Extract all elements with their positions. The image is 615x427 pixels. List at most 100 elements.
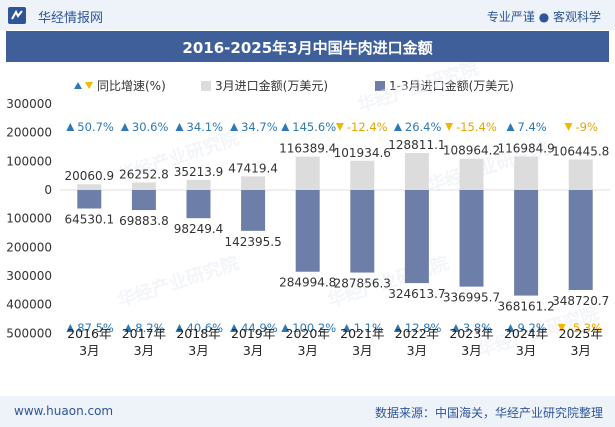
value-label-march: 47419.4 — [228, 161, 278, 175]
x-tick-label-month: 3月 — [407, 343, 427, 358]
value-label-cumulative: 142395.5 — [224, 235, 281, 249]
bar-march — [350, 160, 375, 190]
bar-march — [404, 153, 429, 190]
legend-cumulative-swatch — [375, 81, 385, 91]
up-triangle-icon — [66, 324, 75, 332]
x-tick-label-year: 2025年 — [559, 326, 603, 341]
up-triangle-icon — [393, 123, 402, 131]
y-tick-label: 300000 — [6, 97, 52, 111]
bar-march — [186, 179, 211, 190]
up-triangle-icon — [451, 324, 460, 332]
down-triangle-icon — [445, 123, 454, 131]
growth-label: 9.2% — [518, 321, 547, 335]
value-label-march: 128811.1 — [388, 138, 445, 152]
x-tick-label-month: 3月 — [352, 343, 372, 358]
bar-march — [295, 156, 320, 190]
growth-label: 7.4% — [518, 120, 547, 134]
y-tick-label: 300000 — [6, 269, 52, 283]
x-tick-label-month: 3月 — [297, 343, 317, 358]
value-label-cumulative: 336995.7 — [443, 291, 500, 305]
y-tick-label: 100000 — [6, 212, 52, 226]
value-label-march: 101934.6 — [334, 146, 391, 160]
down-triangle-icon — [564, 123, 573, 131]
value-label-cumulative: 287856.3 — [334, 277, 391, 291]
bar-cumulative — [77, 190, 102, 209]
growth-label: -9% — [576, 120, 598, 134]
value-label-march: 26252.8 — [119, 167, 169, 181]
x-tick-label-year: 2023年 — [449, 326, 493, 341]
footer-bar: www.huaon.com 数据来源：中国海关，华经产业研究院整理 — [0, 396, 615, 427]
value-label-cumulative: 368161.2 — [497, 300, 554, 314]
up-triangle-icon — [74, 82, 82, 89]
bar-cumulative — [186, 190, 211, 219]
legend-march: 3月进口金额(万美元) — [201, 78, 328, 93]
up-triangle-icon — [175, 123, 184, 131]
up-triangle-icon — [506, 324, 515, 332]
y-tick-label: 500000 — [6, 326, 52, 340]
x-tick-label-month: 3月 — [243, 343, 263, 358]
bar-march — [568, 159, 593, 190]
growth-label: -15.4% — [456, 120, 497, 134]
x-tick-label-month: 3月 — [570, 343, 590, 358]
y-axis: 300000 200000 100000 0 100000 200000 300000 400… — [6, 97, 52, 340]
up-triangle-icon — [124, 324, 133, 332]
value-label-cumulative: 69883.8 — [119, 214, 169, 228]
up-triangle-icon — [230, 123, 239, 131]
x-tick-label-month: 3月 — [134, 343, 154, 358]
bar-march — [131, 182, 156, 190]
bar-cumulative — [459, 190, 484, 287]
growth-label: 100.2% — [292, 321, 336, 335]
bar-cumulative — [568, 190, 593, 291]
growth-label: 30.6% — [132, 120, 169, 134]
bar-march — [241, 176, 266, 190]
up-triangle-icon — [393, 324, 402, 332]
watermark-text: 华经产业研究院 — [115, 252, 242, 312]
down-triangle-icon — [557, 324, 566, 332]
up-triangle-icon — [120, 123, 129, 131]
up-triangle-icon — [66, 123, 75, 131]
y-tick-label: 0 — [44, 183, 52, 197]
y-tick-label: 400000 — [6, 298, 52, 312]
footer-source: 数据来源：中国海关，华经产业研究院整理 — [374, 406, 603, 420]
growth-label: 12.8% — [405, 321, 442, 335]
growth-label: 26.4% — [405, 120, 442, 134]
up-triangle-icon — [281, 324, 290, 332]
growth-label: 44.9% — [241, 321, 278, 335]
x-tick-label-year: 2021年 — [340, 326, 384, 341]
legend-cumulative-label: 1-3月进口金额(万美元) — [389, 78, 514, 93]
growth-label: 40.6% — [187, 321, 224, 335]
value-label-cumulative: 64530.1 — [64, 213, 114, 227]
up-triangle-icon — [175, 324, 184, 332]
value-label-march: 116984.9 — [497, 141, 554, 155]
footer-url[interactable]: www.huaon.com — [14, 404, 114, 418]
bars — [77, 153, 593, 296]
bar-cumulative — [295, 190, 320, 272]
growth-label: 34.1% — [187, 120, 224, 134]
title-bar: 2016-2025年3月中国牛肉进口金额 — [6, 31, 609, 62]
bar-cumulative — [131, 190, 156, 211]
bar-cumulative — [404, 190, 429, 284]
bar-march — [514, 156, 539, 190]
x-tick-label-month: 3月 — [188, 343, 208, 358]
growth-label: 145.6% — [292, 120, 336, 134]
value-label-cumulative: 98249.4 — [174, 222, 224, 236]
down-triangle-icon — [85, 82, 93, 89]
header-bar: 华经情报网 专业严谨 ● 客观科学 — [0, 0, 615, 30]
bar-cumulative — [241, 190, 266, 231]
x-tick-label-year: 2016年 — [67, 326, 111, 341]
value-label-cumulative: 348720.7 — [552, 294, 609, 308]
x-tick-label-year: 2019年 — [231, 326, 275, 341]
growth-label: -12.4% — [347, 120, 388, 134]
chart-title: 2016-2025年3月中国牛肉进口金额 — [182, 39, 433, 57]
value-label-march: 35213.9 — [174, 165, 224, 179]
legend-growth: 同比增速(%) — [74, 79, 166, 93]
growth-label: 34.7% — [241, 120, 278, 134]
slogan: 专业严谨 ● 客观科学 — [486, 10, 601, 24]
huajing-logo-icon — [8, 7, 26, 24]
x-tick-label-year: 2020年 — [286, 326, 330, 341]
x-tick-label-year: 2022年 — [395, 326, 439, 341]
growth-label: 8.2% — [135, 321, 164, 335]
up-triangle-icon — [281, 123, 290, 131]
legend-march-label: 3月进口金额(万美元) — [215, 78, 328, 93]
value-label-cumulative: 284994.8 — [279, 276, 336, 290]
